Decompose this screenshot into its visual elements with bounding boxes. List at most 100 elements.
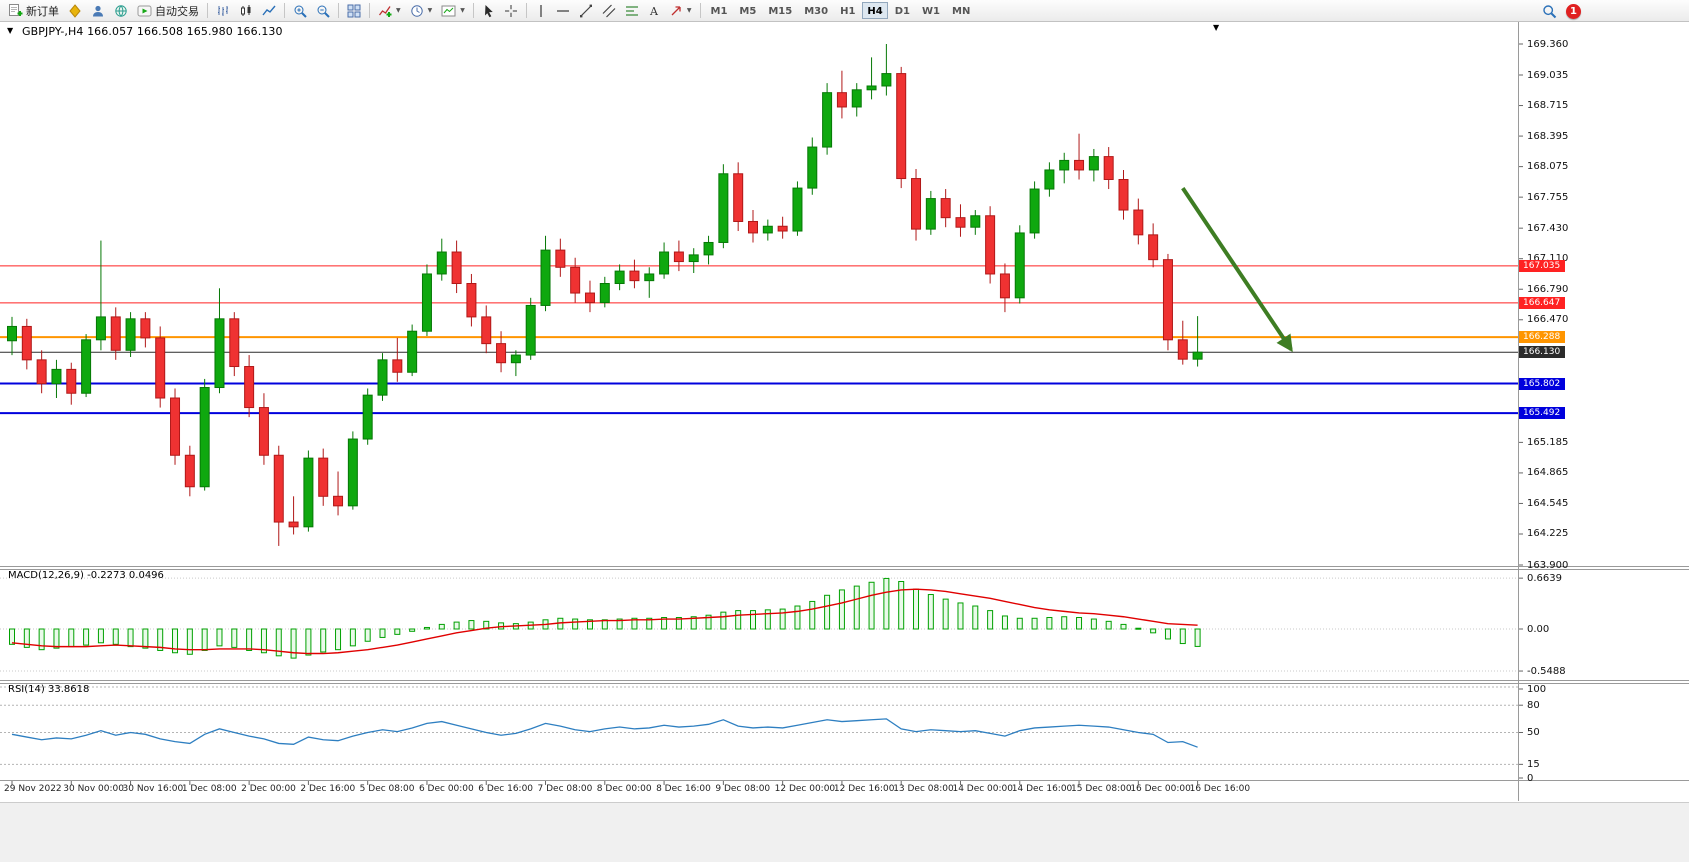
metaquotes-button[interactable] — [64, 1, 86, 20]
community-button[interactable] — [110, 1, 132, 20]
macd-histogram-bar — [838, 589, 845, 630]
candlestick-icon — [239, 4, 253, 18]
price-axis-tick-label: 163.900 — [1527, 559, 1569, 571]
candle — [199, 387, 210, 488]
trendline-icon — [579, 4, 593, 18]
auto-trading-label: 自动交易 — [155, 4, 199, 18]
one-click-trading-toggle[interactable]: ▼ — [7, 26, 14, 35]
zoom-out-button[interactable] — [312, 1, 334, 20]
price-axis-tick-label: 164.225 — [1527, 528, 1569, 540]
price-axis-tick-label: 166.790 — [1527, 283, 1569, 295]
macd-histogram-bar — [1031, 617, 1038, 630]
chart-shift-marker[interactable]: ▼ — [1213, 23, 1220, 32]
toolbar-separator — [525, 3, 527, 18]
time-axis-label: 6 Dec 16:00 — [478, 784, 534, 794]
timeframe-h4[interactable]: H4 — [862, 2, 888, 19]
line-chart-icon — [262, 4, 276, 18]
crosshair-button[interactable] — [500, 1, 522, 20]
timeframe-m30[interactable]: M30 — [804, 6, 829, 17]
timeframe-m1[interactable]: M1 — [710, 6, 728, 17]
time-axis-label: 13 Dec 08:00 — [893, 784, 954, 794]
time-axis-label: 12 Dec 16:00 — [833, 784, 895, 794]
macd-histogram-bar — [423, 626, 430, 630]
tile-windows-button[interactable] — [343, 1, 365, 20]
candlestick-chart-button[interactable] — [235, 1, 257, 20]
auto-trading-button[interactable]: 自动交易 — [133, 1, 203, 20]
search-button[interactable] — [1538, 2, 1561, 21]
equidistant-channel-button[interactable] — [598, 1, 620, 20]
globe-icon — [114, 4, 128, 18]
periods-button[interactable]: ▼ — [406, 1, 437, 20]
timeframe-d1[interactable]: D1 — [894, 6, 911, 17]
zoom-in-button[interactable] — [289, 1, 311, 20]
cursor-button[interactable] — [478, 1, 499, 20]
notification-count: 1 — [1570, 6, 1577, 17]
macd-histogram-bar — [112, 628, 119, 645]
candle — [1029, 188, 1040, 234]
macd-histogram-bar — [157, 628, 164, 651]
candle — [258, 407, 269, 456]
timeframe-m15[interactable]: M15 — [768, 6, 793, 17]
profile-button[interactable] — [87, 1, 109, 20]
horizontal-line-button[interactable] — [552, 1, 574, 20]
macd-histogram-bar — [1105, 620, 1112, 630]
channel-icon — [602, 4, 616, 18]
candle — [244, 366, 255, 409]
ohlc-bars-icon — [216, 4, 230, 18]
macd-histogram-bar — [868, 581, 875, 630]
text-button[interactable]: A — [644, 1, 664, 20]
candle — [362, 394, 373, 440]
candle — [392, 359, 403, 373]
candle — [1103, 156, 1114, 180]
chart-title: GBPJPY-,H4 166.057 166.508 165.980 166.1… — [22, 25, 283, 38]
macd-histogram-bar — [987, 610, 994, 630]
price-axis-tick-label: 164.545 — [1527, 497, 1569, 509]
macd-histogram-bar — [275, 628, 282, 657]
candle — [1148, 234, 1159, 261]
crosshair-icon — [504, 4, 518, 18]
candle — [999, 273, 1010, 299]
candle — [570, 266, 581, 294]
candle — [81, 339, 92, 394]
macd-histogram-bar — [394, 628, 401, 635]
vertical-line-button[interactable] — [531, 1, 551, 20]
toolbar-separator — [284, 3, 285, 18]
macd-histogram-bar — [1179, 628, 1186, 645]
candle — [66, 368, 77, 394]
macd-histogram-bar — [1120, 623, 1127, 630]
price-axis-tick-label: 165.185 — [1527, 436, 1569, 448]
timeframe-m5[interactable]: M5 — [739, 6, 757, 17]
indicators-button[interactable]: ▼ — [374, 1, 405, 20]
trendline-button[interactable] — [575, 1, 597, 20]
candle — [881, 73, 892, 87]
bar-chart-button[interactable] — [212, 1, 234, 20]
time-axis-label: 5 Dec 08:00 — [359, 784, 415, 794]
trend-arrow-object[interactable] — [1181, 186, 1293, 353]
macd-histogram-bar — [305, 628, 312, 656]
timeframe-h1[interactable]: H1 — [840, 6, 856, 17]
fibonacci-button[interactable] — [621, 1, 643, 20]
macd-axis-tick-label: -0.5488 — [1527, 665, 1566, 677]
line-chart-button[interactable] — [258, 1, 280, 20]
arrows-tool-button[interactable]: ▼ — [665, 1, 696, 20]
macd-histogram-bar — [364, 628, 371, 642]
macd-histogram-bar — [83, 628, 90, 646]
macd-histogram-bar — [675, 617, 682, 630]
candle — [807, 146, 818, 189]
macd-histogram-bar — [927, 594, 934, 630]
macd-axis-tick-label: 0.00 — [1527, 623, 1550, 635]
timeframe-w1[interactable]: W1 — [922, 6, 941, 17]
macd-histogram-bar — [335, 628, 342, 651]
candle — [333, 495, 344, 507]
timeframe-mn[interactable]: MN — [952, 6, 971, 17]
macd-histogram-bar — [186, 628, 193, 655]
notification-badge[interactable]: 1 — [1566, 4, 1581, 19]
templates-button[interactable]: ▼ — [437, 1, 469, 20]
candle — [229, 318, 240, 368]
macd-axis-tick-label: 0.6639 — [1527, 572, 1562, 584]
new-order-button[interactable]: 新订单 — [4, 1, 63, 20]
time-axis-label: 15 Dec 08:00 — [1071, 784, 1132, 794]
toolbar-separator — [338, 3, 339, 18]
